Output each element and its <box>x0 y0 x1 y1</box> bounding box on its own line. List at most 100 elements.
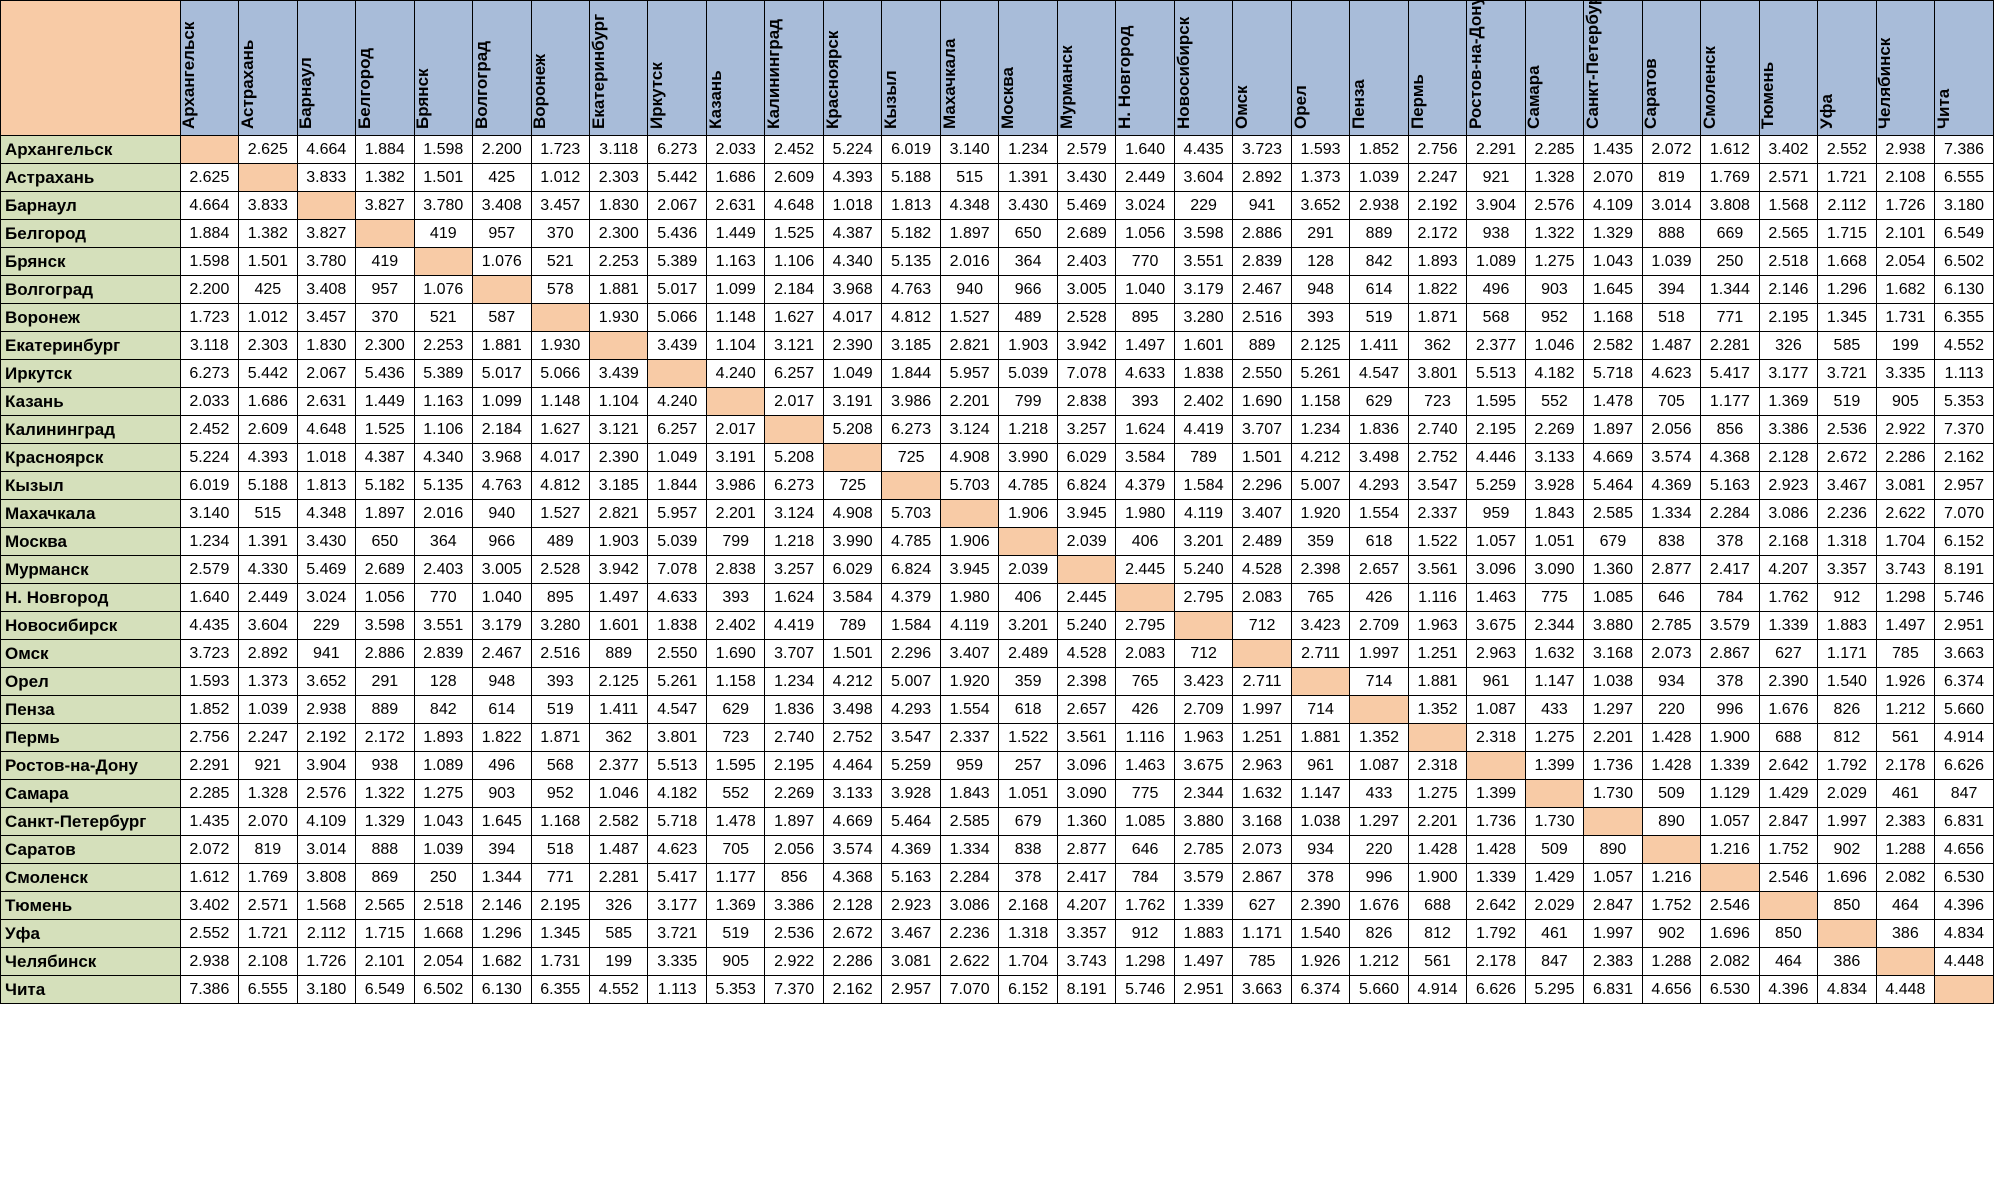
table-row: Тюмень3.4022.5711.5682.5652.5182.1462.19… <box>1 892 1994 920</box>
diagonal-cell <box>1818 920 1876 948</box>
distance-cell: 1.568 <box>297 892 355 920</box>
distance-cell: 1.478 <box>706 808 764 836</box>
distance-cell: 3.014 <box>1642 192 1700 220</box>
row-header: Саратов <box>1 836 181 864</box>
diagonal-cell <box>531 304 589 332</box>
distance-cell: 3.721 <box>648 920 706 948</box>
distance-cell: 6.152 <box>1935 528 1994 556</box>
distance-cell: 3.005 <box>473 556 531 584</box>
distance-cell: 3.551 <box>1174 248 1232 276</box>
distance-cell: 1.158 <box>706 668 764 696</box>
distance-cell: 1.844 <box>882 360 940 388</box>
distance-cell: 2.286 <box>1876 444 1934 472</box>
distance-cell: 890 <box>1642 808 1700 836</box>
distance-cell: 888 <box>1642 220 1700 248</box>
distance-cell: 2.192 <box>297 724 355 752</box>
distance-cell: 2.546 <box>1701 892 1759 920</box>
table-row: Самара2.2851.3282.5761.3221.2759039521.0… <box>1 780 1994 808</box>
distance-cell: 1.632 <box>1233 780 1291 808</box>
distance-cell: 1.881 <box>1408 668 1466 696</box>
distance-cell: 952 <box>531 780 589 808</box>
col-header: Брянск <box>414 1 472 136</box>
distance-cell: 425 <box>239 276 297 304</box>
distance-cell: 1.527 <box>531 500 589 528</box>
distance-cell: 2.247 <box>1408 164 1466 192</box>
distance-cell: 4.908 <box>823 500 881 528</box>
distance-cell: 948 <box>473 668 531 696</box>
distance-cell: 393 <box>1116 388 1174 416</box>
distance-cell: 799 <box>999 388 1057 416</box>
table-row: Белгород1.8841.3823.8274199573702.3005.4… <box>1 220 1994 248</box>
distance-cell: 1.087 <box>1350 752 1408 780</box>
distance-cell: 4.785 <box>882 528 940 556</box>
distance-cell: 2.516 <box>1233 304 1291 332</box>
distance-cell: 3.118 <box>589 136 647 164</box>
diagonal-cell <box>297 192 355 220</box>
distance-cell: 2.536 <box>765 920 823 948</box>
distance-cell: 5.259 <box>1467 472 1525 500</box>
distance-cell: 1.497 <box>1876 612 1934 640</box>
distance-cell: 3.780 <box>297 248 355 276</box>
distance-cell: 1.391 <box>999 164 1057 192</box>
distance-cell: 2.172 <box>1408 220 1466 248</box>
distance-cell: 2.550 <box>1233 360 1291 388</box>
table-row: Ростов-на-Дону2.2919213.9049381.08949656… <box>1 752 1994 780</box>
distance-cell: 1.844 <box>648 472 706 500</box>
distance-cell: 6.029 <box>1057 444 1115 472</box>
distance-cell: 5.513 <box>1467 360 1525 388</box>
distance-cell: 2.528 <box>1057 304 1115 332</box>
col-header: Санкт-Петербург <box>1584 1 1642 136</box>
distance-cell: 2.785 <box>1642 612 1700 640</box>
distance-cell: 4.547 <box>1350 360 1408 388</box>
distance-cell: 705 <box>706 836 764 864</box>
distance-cell: 1.522 <box>999 724 1057 752</box>
distance-cell: 2.039 <box>1057 528 1115 556</box>
distance-cell: 3.561 <box>1408 556 1466 584</box>
distance-cell: 2.201 <box>940 388 998 416</box>
distance-cell: 4.552 <box>589 976 647 1004</box>
distance-cell: 5.188 <box>239 472 297 500</box>
distance-cell: 561 <box>1876 724 1934 752</box>
col-header: Смоленск <box>1701 1 1759 136</box>
distance-cell: 2.867 <box>1233 864 1291 892</box>
distance-cell: 4.656 <box>1935 836 1994 864</box>
distance-cell: 4.293 <box>1350 472 1408 500</box>
distance-cell: 1.736 <box>1584 752 1642 780</box>
distance-cell: 2.752 <box>1408 444 1466 472</box>
distance-cell: 2.168 <box>1759 528 1817 556</box>
distance-cell: 229 <box>297 612 355 640</box>
row-header: Екатеринбург <box>1 332 181 360</box>
distance-cell: 2.073 <box>1233 836 1291 864</box>
distance-cell: 2.449 <box>239 584 297 612</box>
table-row: Чита7.3866.5553.1806.5496.5026.1306.3554… <box>1 976 1994 1004</box>
distance-cell: 1.900 <box>1408 864 1466 892</box>
table-row: Воронеж1.7231.0123.4573705215871.9305.06… <box>1 304 1994 332</box>
diagonal-cell <box>589 332 647 360</box>
distance-cell: 629 <box>1350 388 1408 416</box>
distance-cell: 1.018 <box>297 444 355 472</box>
distance-cell: 1.218 <box>999 416 1057 444</box>
distance-cell: 1.595 <box>706 752 764 780</box>
distance-cell: 4.393 <box>239 444 297 472</box>
diagonal-cell <box>648 360 706 388</box>
distance-cell: 2.582 <box>589 808 647 836</box>
distance-cell: 1.893 <box>414 724 472 752</box>
distance-cell: 3.498 <box>823 696 881 724</box>
col-header-label: Калининград <box>765 1 784 130</box>
distance-cell: 3.177 <box>648 892 706 920</box>
distance-cell: 3.598 <box>1174 220 1232 248</box>
distance-cell: 2.377 <box>1467 332 1525 360</box>
distance-cell: 378 <box>1701 668 1759 696</box>
distance-cell: 3.357 <box>1057 920 1115 948</box>
distance-cell: 394 <box>473 836 531 864</box>
distance-cell: 2.625 <box>180 164 238 192</box>
distance-cell: 1.275 <box>414 780 472 808</box>
distance-cell: 1.769 <box>1701 164 1759 192</box>
table-row: Калининград2.4522.6094.6481.5251.1062.18… <box>1 416 1994 444</box>
distance-cell: 889 <box>589 640 647 668</box>
distance-cell: 856 <box>765 864 823 892</box>
distance-matrix-table: АрхангельскАстраханьБарнаулБелгородБрянс… <box>0 0 1994 1004</box>
distance-cell: 4.528 <box>1057 640 1115 668</box>
distance-cell: 2.200 <box>473 136 531 164</box>
distance-cell: 1.328 <box>1525 164 1583 192</box>
